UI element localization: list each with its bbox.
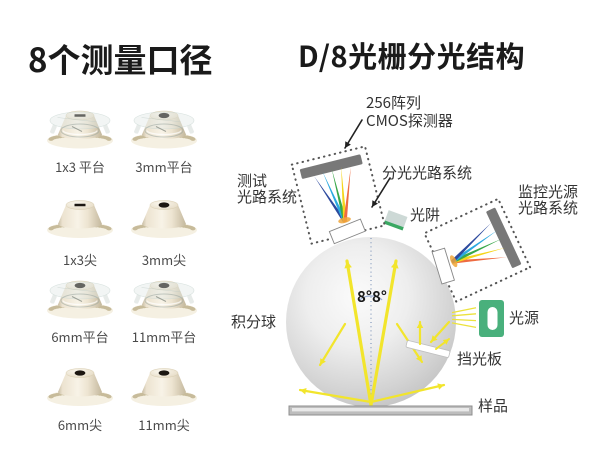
svg-text:CMOS探测器: CMOS探测器 bbox=[366, 110, 453, 131]
svg-text:积分球: 积分球 bbox=[231, 311, 276, 332]
svg-text:光路系统: 光路系统 bbox=[518, 197, 578, 218]
svg-text:分光光路系统: 分光光路系统 bbox=[382, 162, 472, 183]
svg-text:光路系统: 光路系统 bbox=[237, 186, 297, 207]
svg-text:挡光板: 挡光板 bbox=[457, 348, 502, 369]
svg-text:8°: 8° bbox=[357, 286, 372, 307]
svg-text:8°: 8° bbox=[372, 286, 387, 307]
svg-text:光阱: 光阱 bbox=[410, 204, 440, 225]
svg-text:样品: 样品 bbox=[478, 395, 508, 416]
svg-text:光源: 光源 bbox=[509, 307, 539, 328]
